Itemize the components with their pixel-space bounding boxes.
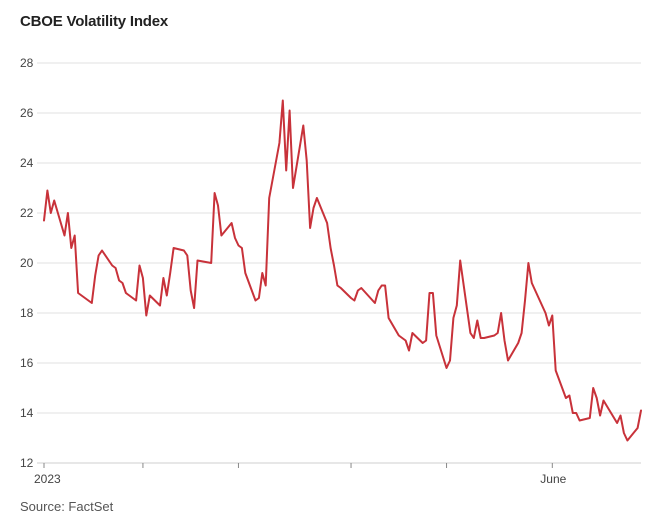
y-tick-label-14: 14 bbox=[20, 406, 34, 420]
y-tick-label-18: 18 bbox=[20, 306, 34, 320]
y-tick-label-22: 22 bbox=[20, 206, 34, 220]
y-tick-label-26: 26 bbox=[20, 106, 34, 120]
x-tick-label-june: June bbox=[540, 472, 566, 486]
series-layer bbox=[43, 99, 642, 442]
y-tick-label-12: 12 bbox=[20, 456, 34, 470]
y-tick-label-20: 20 bbox=[20, 256, 34, 270]
source-note: Source: FactSet bbox=[20, 499, 114, 514]
y-axis-labels: 12 14 16 18 20 22 24 26 28 bbox=[20, 56, 34, 470]
chart-title: CBOE Volatility Index bbox=[20, 13, 169, 30]
x-axis: 2023 June bbox=[34, 462, 641, 486]
y-tick-label-28: 28 bbox=[20, 56, 34, 70]
y-tick-label-16: 16 bbox=[20, 356, 34, 370]
x-tick-label-2023: 2023 bbox=[34, 472, 61, 486]
gridlines bbox=[37, 62, 641, 414]
y-tick-label-24: 24 bbox=[20, 156, 34, 170]
vix-series-line bbox=[43, 99, 642, 442]
